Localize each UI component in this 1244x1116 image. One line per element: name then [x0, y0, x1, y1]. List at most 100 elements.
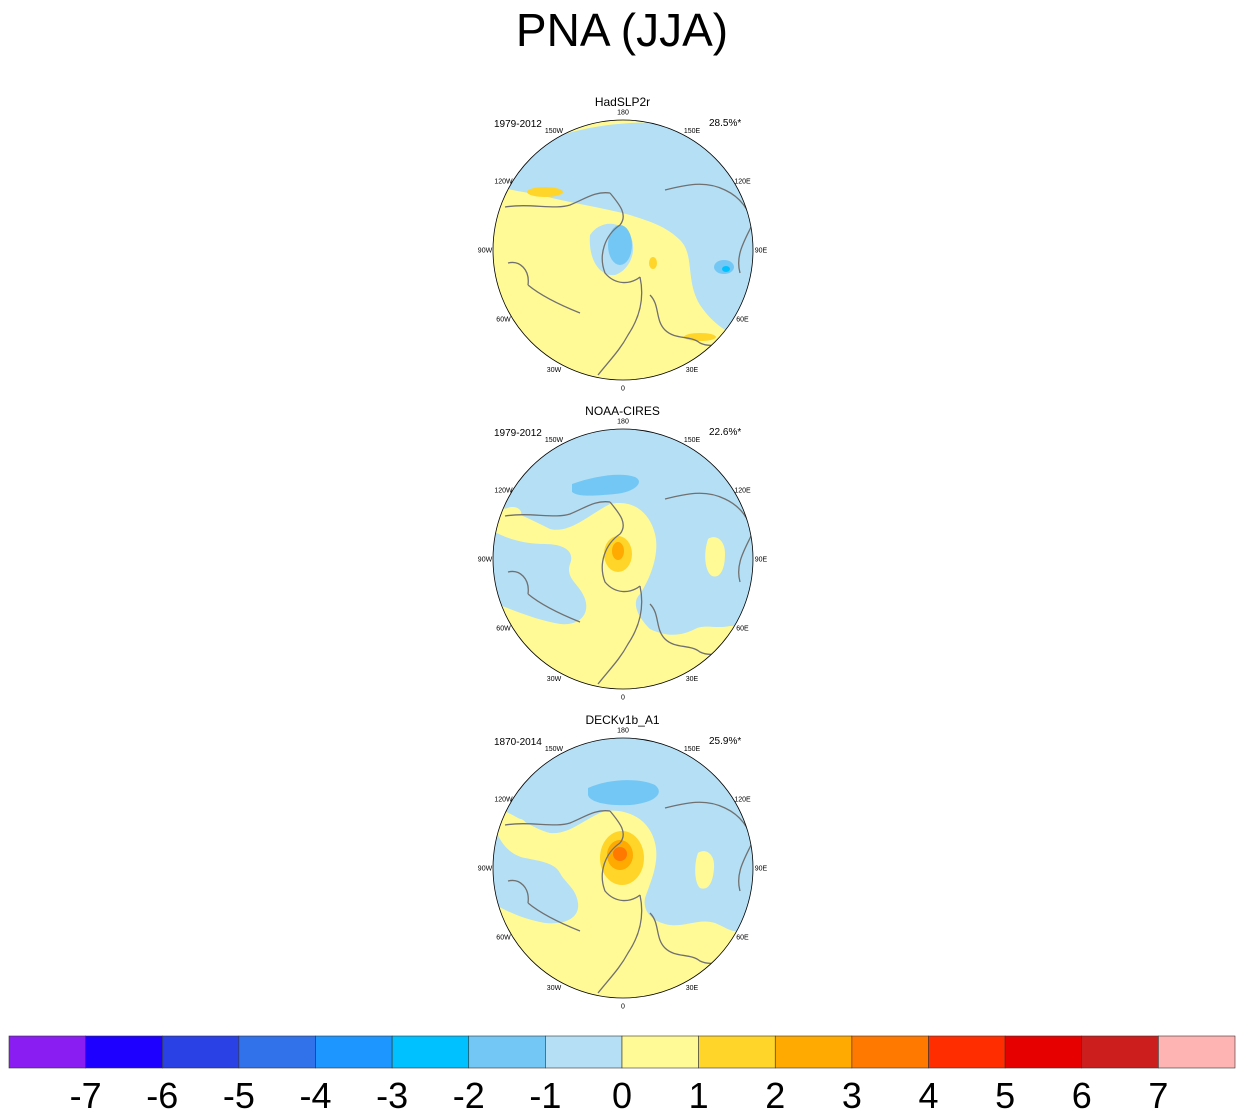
map-panel-hadslp2r: HadSLP2r 1979-2012 28.5%* 180 150E 120E 90E… — [470, 95, 780, 393]
colorbar-box — [468, 1035, 546, 1069]
longitude-label: 90E — [755, 866, 768, 873]
positive-field — [493, 808, 753, 998]
map-boundary — [492, 737, 754, 999]
polar-map: 180 150E 120E 90E 60E 30E 0 30W 60W 90W 120W 150W — [478, 110, 768, 393]
colorbar-tick-label: -3 — [376, 1075, 408, 1116]
colorbar-tick-label: 5 — [995, 1075, 1015, 1116]
longitude-label: 30W — [547, 676, 562, 683]
longitude-label: 90E — [755, 248, 768, 255]
longitude-label: 90W — [478, 866, 493, 873]
positive-core-small — [649, 257, 657, 269]
colorbar-tick-labels: -7 -6 -5 -4 -3 -2 -1 0 1 2 3 4 5 6 7 — [70, 1075, 1169, 1116]
negative-core — [588, 780, 659, 806]
colorbar-box — [85, 1035, 163, 1069]
longitude-label: 90W — [478, 248, 493, 255]
longitude-label: 30E — [686, 985, 699, 992]
longitude-label: 60E — [736, 626, 749, 633]
colorbar-tick-label: -1 — [529, 1075, 561, 1116]
longitude-label: 120E — [734, 488, 751, 495]
longitude-label: 150W — [545, 746, 564, 753]
longitude-label: 60W — [496, 626, 511, 633]
colorbar-box — [238, 1035, 316, 1069]
negative-core-asia-inner — [722, 266, 730, 272]
colorbar-tick-label: -6 — [146, 1075, 178, 1116]
colorbar-box — [698, 1035, 776, 1069]
positive-core-south — [684, 333, 716, 341]
longitude-label: 60W — [496, 935, 511, 942]
longitude-label: 60E — [736, 935, 749, 942]
coastlines — [504, 801, 753, 994]
polar-map: 180 150E 120E 90E 60E 30E 0 30W 60W 90W 120W 150W — [478, 728, 768, 1011]
colorbar-box — [621, 1035, 699, 1069]
positive-core-inner — [612, 542, 624, 560]
longitude-label: 0 — [621, 695, 625, 702]
positive-field — [493, 503, 753, 689]
longitude-label: 120E — [734, 179, 751, 186]
colorbar-box — [391, 1035, 470, 1069]
longitude-label: 120W — [494, 797, 513, 804]
figure-title: PNA (JJA) — [515, 4, 729, 56]
longitude-labels: 180 150E 120E 90E 60E 30E 0 30W 60W 90W 120W 150W — [478, 728, 768, 1011]
map-boundary — [492, 119, 754, 381]
longitude-label: 60W — [496, 317, 511, 324]
polar-map: 180 150E 120E 90E 60E 30E 0 30W 60W 90W 120W 150W — [478, 419, 768, 702]
negative-core — [572, 474, 639, 496]
longitude-label: 120W — [494, 488, 513, 495]
longitude-label: 180 — [617, 728, 629, 735]
panel-variance: 22.6%* — [709, 427, 742, 438]
positive-patch — [705, 537, 725, 577]
positive-core-inner — [613, 847, 627, 861]
longitude-labels: 180 150E 120E 90E 60E 30E 0 30W 60W 90W 120W 150W — [478, 110, 768, 393]
colorbar-box — [1081, 1035, 1159, 1069]
panel-title: DECKv1b_A1 — [585, 713, 660, 727]
colorbar-tick-label: 0 — [612, 1075, 632, 1116]
panel-title: HadSLP2r — [594, 95, 651, 109]
positive-patch — [695, 851, 715, 889]
panel-years: 1979-2012 — [494, 119, 542, 130]
panel-title: NOAA-CIRES — [585, 404, 660, 418]
colorbar-tick-label: 1 — [689, 1075, 709, 1116]
colorbar-box — [774, 1035, 853, 1069]
panel-variance: 28.5%* — [709, 118, 742, 129]
colorbar-tick-label: 3 — [842, 1075, 862, 1116]
map-boundary — [492, 428, 754, 690]
longitude-label: 0 — [621, 386, 625, 393]
longitude-label: 120W — [494, 179, 513, 186]
colorbar-boxes — [8, 1035, 1236, 1069]
longitude-label: 180 — [617, 110, 629, 117]
map-panel-deckv1b-a1: DECKv1b_A1 1870-2014 25.9%* 180 150E 120E 9… — [470, 713, 780, 1011]
colorbar-box — [315, 1035, 393, 1069]
colorbar-box — [8, 1035, 86, 1069]
longitude-label: 150E — [684, 746, 701, 753]
longitude-label: 30W — [547, 985, 562, 992]
longitude-label: 30E — [686, 676, 699, 683]
colorbar-tick-label: -7 — [70, 1075, 102, 1116]
colorbar-tick-label: 4 — [918, 1075, 938, 1116]
longitude-label: 180 — [617, 419, 629, 426]
colorbar-box — [928, 1035, 1006, 1069]
longitude-label: 90W — [478, 557, 493, 564]
longitude-label: 150W — [545, 437, 564, 444]
colorbar-tick-label: -2 — [453, 1075, 485, 1116]
longitude-label: 150E — [684, 437, 701, 444]
colorbar-tick-label: -5 — [223, 1075, 255, 1116]
colorbar-box — [851, 1035, 929, 1069]
colorbar-box — [1158, 1035, 1236, 1069]
longitude-label: 120E — [734, 797, 751, 804]
panel-years: 1870-2014 — [494, 737, 542, 748]
colorbar-box — [545, 1035, 623, 1069]
longitude-label: 60E — [736, 317, 749, 324]
colorbar-tick-label: 6 — [1072, 1075, 1092, 1116]
longitude-label: 30W — [547, 367, 562, 374]
colorbar-tick-label: 2 — [765, 1075, 785, 1116]
panel-variance: 25.9%* — [709, 736, 742, 747]
negative-core — [608, 225, 632, 265]
colorbar-tick-label: -4 — [299, 1075, 331, 1116]
longitude-labels: 180 150E 120E 90E 60E 30E 0 30W 60W 90W 120W 150W — [478, 419, 768, 702]
longitude-label: 150E — [684, 128, 701, 135]
colorbar: -7 -6 -5 -4 -3 -2 -1 0 1 2 3 4 5 6 7 — [8, 1035, 1236, 1116]
map-panel-noaa-cires: NOAA-CIRES 1979-2012 22.6%* 180 150E 120E 9… — [470, 404, 780, 702]
positive-patch-west — [510, 818, 527, 835]
longitude-label: 0 — [621, 1004, 625, 1011]
negative-field — [493, 122, 753, 339]
